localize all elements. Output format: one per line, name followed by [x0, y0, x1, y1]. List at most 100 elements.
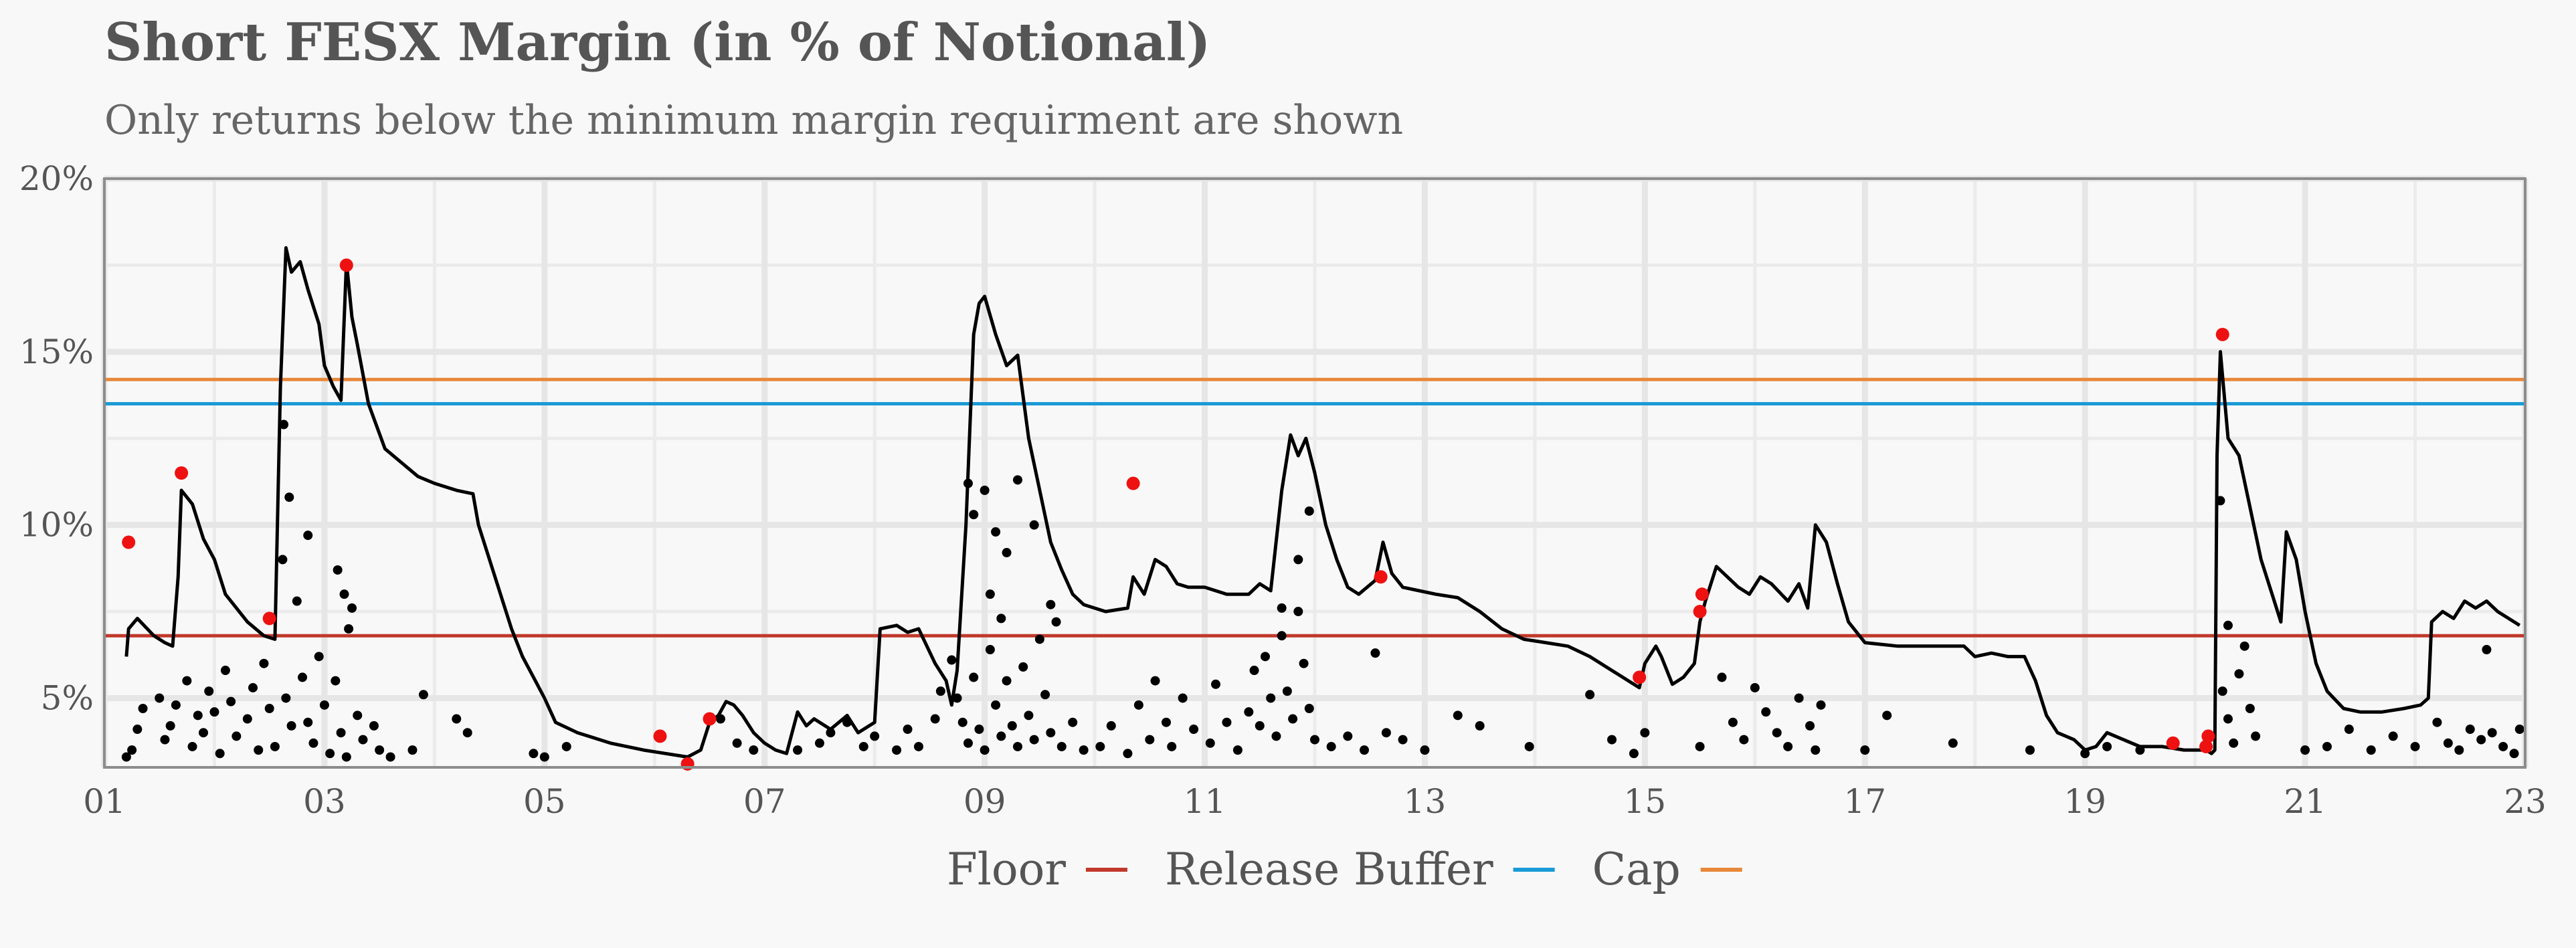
return-point — [1266, 693, 1276, 703]
chart-subtitle: Only returns below the minimum margin re… — [104, 97, 1403, 144]
return-point — [2509, 749, 2519, 759]
return-point — [1343, 731, 1353, 741]
y-tick-label: 5% — [41, 678, 94, 717]
return-point — [1232, 745, 1243, 755]
highlighted-return-point — [122, 535, 136, 549]
return-point — [270, 741, 280, 751]
return-point — [1249, 666, 1259, 676]
return-point — [165, 721, 175, 731]
return-point — [138, 704, 148, 713]
return-point — [1299, 658, 1309, 668]
return-point — [1524, 741, 1534, 751]
return-point — [1029, 735, 1039, 745]
highlighted-return-point — [175, 466, 189, 480]
return-point — [286, 721, 296, 731]
return-point — [1145, 735, 1155, 745]
return-point — [226, 696, 236, 706]
return-point — [793, 745, 803, 755]
return-point — [1282, 686, 1292, 696]
return-point — [1882, 710, 1892, 721]
highlighted-return-point — [262, 611, 276, 626]
return-point — [220, 666, 230, 676]
return-point — [358, 735, 368, 745]
return-point — [462, 728, 472, 738]
return-point — [2514, 725, 2524, 735]
legend-label: Floor — [947, 844, 1066, 895]
return-point — [1695, 741, 1705, 751]
highlighted-return-point — [1126, 476, 1140, 490]
return-point — [996, 613, 1006, 624]
return-point — [913, 741, 923, 751]
return-point — [1728, 717, 1738, 727]
return-point — [1310, 735, 1319, 745]
return-point — [325, 749, 335, 759]
return-point — [1056, 741, 1067, 751]
return-point — [991, 527, 1001, 537]
return-point — [121, 752, 131, 762]
highlighted-return-point — [2215, 327, 2229, 341]
return-point — [1370, 648, 1380, 658]
return-point — [385, 752, 395, 762]
return-point — [2229, 738, 2239, 748]
return-point — [1453, 710, 1463, 721]
return-point — [980, 745, 990, 755]
return-point — [303, 717, 313, 727]
x-tick-label: 21 — [2284, 782, 2326, 821]
return-point — [1739, 735, 1749, 745]
return-point — [193, 710, 203, 721]
return-point — [1640, 728, 1650, 738]
return-point — [1475, 721, 1485, 731]
return-point — [204, 686, 214, 696]
return-point — [1271, 731, 1281, 741]
return-point — [892, 745, 902, 755]
return-point — [996, 731, 1006, 741]
return-point — [985, 645, 995, 654]
return-point — [284, 492, 294, 502]
x-tick-label: 03 — [303, 782, 346, 821]
return-point — [732, 738, 742, 748]
return-point — [1012, 475, 1022, 485]
return-point — [331, 676, 341, 686]
x-tick-label: 17 — [1843, 782, 1886, 821]
return-point — [199, 728, 209, 738]
return-point — [2498, 741, 2508, 751]
return-point — [303, 531, 313, 541]
return-point — [1002, 548, 1012, 558]
return-point — [749, 745, 759, 755]
return-point — [969, 510, 979, 520]
highlighted-return-point — [2166, 736, 2180, 750]
return-point — [1012, 741, 1022, 751]
return-point — [1717, 672, 1727, 682]
highlighted-return-point — [1693, 605, 1707, 619]
return-point — [155, 693, 165, 703]
return-point — [1304, 506, 1314, 516]
return-point — [2366, 745, 2376, 755]
highlighted-return-point — [2201, 729, 2215, 743]
return-point — [292, 596, 302, 606]
highlighted-return-point — [1374, 570, 1388, 584]
return-point — [1420, 745, 1430, 755]
margin-line — [124, 246, 2521, 759]
legend: Floor Release Buffer Cap — [947, 844, 1742, 895]
return-point — [1293, 607, 1303, 617]
return-point — [2251, 731, 2261, 741]
return-point — [870, 731, 880, 741]
return-point — [1034, 634, 1044, 644]
return-point — [1750, 682, 1760, 692]
return-point — [1002, 676, 1012, 686]
return-point — [814, 738, 824, 748]
return-point — [278, 555, 288, 565]
legend-label: Release Buffer — [1165, 844, 1493, 895]
return-point — [1167, 741, 1177, 751]
return-point — [259, 658, 269, 668]
return-point — [1018, 662, 1028, 672]
return-point — [1816, 700, 1826, 710]
return-point — [1277, 631, 1287, 641]
return-point — [2487, 728, 2497, 738]
return-point — [1123, 749, 1133, 759]
return-point — [407, 745, 418, 755]
return-point — [308, 738, 318, 748]
return-point — [1161, 717, 1171, 727]
x-tick-label: 15 — [1624, 782, 1667, 821]
highlighted-return-point — [2199, 739, 2213, 753]
